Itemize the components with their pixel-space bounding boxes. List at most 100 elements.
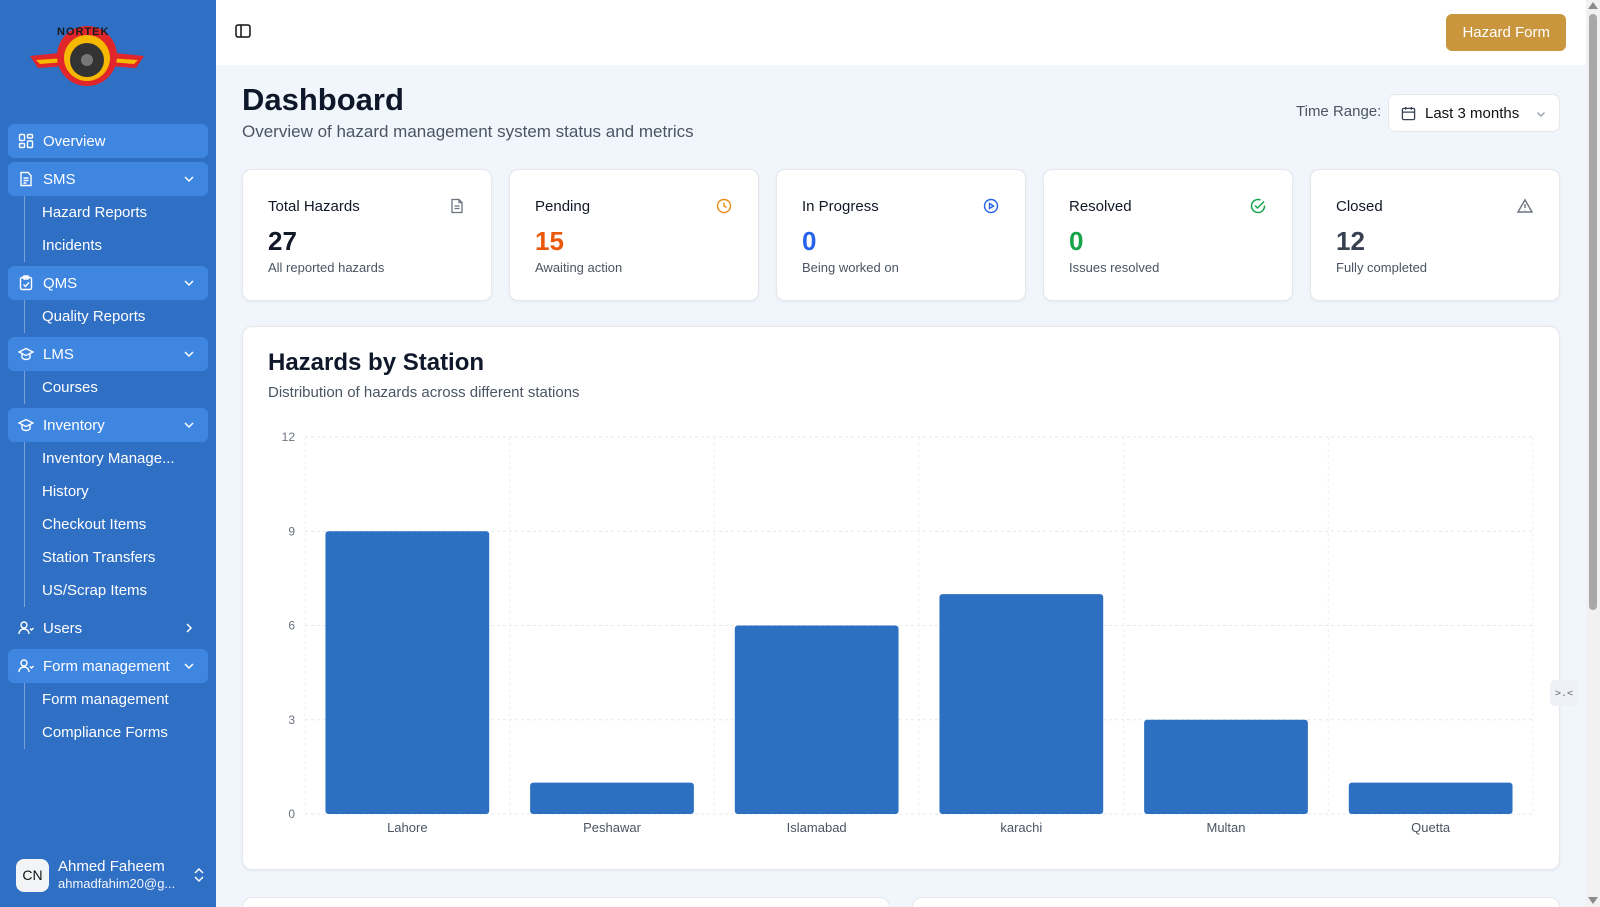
logo-text: NORTEK xyxy=(57,26,110,38)
graduation-cap-icon xyxy=(18,417,34,433)
users-icon xyxy=(18,658,34,674)
sidebar-item-hazard-reports[interactable]: Hazard Reports xyxy=(42,204,148,221)
sidebar-item-inventory[interactable]: Inventory xyxy=(8,408,208,442)
scroll-down-arrow-icon[interactable] xyxy=(1588,897,1598,904)
stat-value: 12 xyxy=(1336,226,1365,256)
chevron-down-icon xyxy=(1535,107,1547,119)
scroll-thumb[interactable] xyxy=(1589,14,1597,610)
sidebar-item-history[interactable]: History xyxy=(42,483,89,500)
bar-karachi xyxy=(939,594,1104,814)
sidebar: NORTEK Overview SMS Hazard Reports Incid… xyxy=(0,0,216,907)
bar-peshawar xyxy=(530,782,694,814)
stat-title: Resolved xyxy=(1069,198,1132,215)
sidebar-item-quality-reports[interactable]: Quality Reports xyxy=(42,308,146,325)
x-tick-label: Quetta xyxy=(1411,820,1451,835)
chevron-up-down-icon xyxy=(192,866,206,884)
users-icon xyxy=(18,620,34,636)
stat-title: Closed xyxy=(1336,198,1383,215)
sidebar-item-label: SMS xyxy=(43,170,76,188)
sidebar-item-label: QMS xyxy=(43,274,78,292)
bar-multan xyxy=(1144,719,1308,814)
user-profile-menu[interactable]: CN Ahmed Faheem ahmadfahim20@g... xyxy=(16,857,206,893)
chevron-down-icon xyxy=(182,347,196,361)
bottom-card-right xyxy=(912,897,1560,907)
play-circle-icon xyxy=(983,198,999,214)
x-tick-label: Lahore xyxy=(387,820,427,835)
stat-title: In Progress xyxy=(802,198,879,215)
sidebar-item-incidents[interactable]: Incidents xyxy=(42,237,103,254)
sidebar-item-courses[interactable]: Courses xyxy=(42,379,98,396)
hazard-form-button[interactable]: Hazard Form xyxy=(1446,14,1566,51)
sidebar-item-sms[interactable]: SMS xyxy=(8,162,208,196)
user-name: Ahmed Faheem xyxy=(58,858,165,875)
stat-card-resolved: Resolved 0 Issues resolved xyxy=(1043,169,1293,301)
graduation-cap-icon xyxy=(18,346,34,362)
chevron-down-icon xyxy=(182,172,196,186)
x-tick-label: karachi xyxy=(1000,820,1042,835)
sidebar-item-lms[interactable]: LMS xyxy=(8,337,208,371)
stat-desc: Fully completed xyxy=(1336,260,1428,275)
chart-title: Hazards by Station xyxy=(268,349,485,376)
top-bar: Hazard Form xyxy=(216,0,1586,65)
sidebar-item-label: LMS xyxy=(43,345,74,363)
sms-submenu: Hazard Reports Incidents xyxy=(24,196,208,262)
sidebar-item-us-scrap-items[interactable]: US/Scrap Items xyxy=(42,582,148,599)
sidebar-toggle-icon[interactable] xyxy=(234,22,252,40)
grid-icon xyxy=(18,133,34,149)
bar-islamabad xyxy=(734,625,899,814)
stat-card-closed: Closed 12 Fully completed xyxy=(1310,169,1560,301)
stat-desc: Issues resolved xyxy=(1069,260,1160,275)
document-icon xyxy=(18,171,34,187)
collapse-handle-icon[interactable]: >.< xyxy=(1550,680,1578,706)
stat-desc: Being worked on xyxy=(802,260,899,275)
sidebar-nav: Overview SMS Hazard Reports Incidents QM… xyxy=(8,124,208,749)
sidebar-item-users[interactable]: Users xyxy=(8,611,208,645)
sidebar-item-label: Inventory xyxy=(43,416,105,434)
y-tick-label: 3 xyxy=(288,713,295,727)
scroll-up-arrow-icon[interactable] xyxy=(1588,2,1598,9)
sidebar-item-qms[interactable]: QMS xyxy=(8,266,208,300)
sidebar-item-form-management-sub[interactable]: Form management xyxy=(42,691,169,708)
sidebar-item-label: Form management xyxy=(43,657,170,675)
stat-value: 0 xyxy=(1069,226,1084,256)
sidebar-item-station-transfers[interactable]: Station Transfers xyxy=(42,549,156,566)
stat-card-pending: Pending 15 Awaiting action xyxy=(509,169,759,301)
sidebar-item-inventory-management[interactable]: Inventory Manage... xyxy=(42,450,175,467)
sidebar-item-compliance-forms[interactable]: Compliance Forms xyxy=(42,724,168,741)
sidebar-item-overview[interactable]: Overview xyxy=(8,124,208,158)
sidebar-item-form-management[interactable]: Form management xyxy=(8,649,208,683)
chevron-down-icon xyxy=(182,276,196,290)
chevron-down-icon xyxy=(182,659,196,673)
stat-card-in-progress: In Progress 0 Being worked on xyxy=(776,169,1026,301)
avatar: CN xyxy=(16,858,49,892)
qms-submenu: Quality Reports xyxy=(24,300,208,333)
stat-title: Pending xyxy=(535,198,591,215)
bar-lahore xyxy=(325,531,490,814)
hazards-by-station-card: Hazards by Station Distribution of hazar… xyxy=(242,326,1560,870)
sidebar-item-label: Overview xyxy=(43,132,106,150)
stat-value: 0 xyxy=(802,226,817,256)
clipboard-check-icon xyxy=(18,275,34,291)
y-tick-label: 12 xyxy=(282,430,296,444)
x-tick-label: Multan xyxy=(1206,820,1245,835)
sidebar-item-label: Users xyxy=(43,619,83,637)
clock-icon xyxy=(716,198,732,214)
stat-value: 15 xyxy=(535,226,564,256)
sidebar-item-checkout-items[interactable]: Checkout Items xyxy=(42,516,147,533)
page-scrollbar[interactable] xyxy=(1586,0,1600,907)
time-range-value: Last 3 months xyxy=(1425,104,1520,122)
stat-card-total-hazards: Total Hazards 27 All reported hazards xyxy=(242,169,492,301)
time-range-select[interactable]: Last 3 months xyxy=(1388,94,1560,132)
y-tick-label: 0 xyxy=(288,807,295,821)
chart-subtitle: Distribution of hazards across different… xyxy=(268,384,580,401)
alert-triangle-icon xyxy=(1516,198,1534,214)
x-tick-label: Peshawar xyxy=(583,820,641,835)
inventory-submenu: Inventory Manage... History Checkout Ite… xyxy=(24,442,208,607)
chevron-right-icon xyxy=(182,621,196,635)
time-range-label: Time Range: xyxy=(1296,103,1382,120)
stat-title: Total Hazards xyxy=(268,198,360,215)
lms-submenu: Courses xyxy=(24,371,208,404)
bottom-card-left xyxy=(242,897,890,907)
stat-value: 27 xyxy=(268,226,297,256)
user-email: ahmadfahim20@g... xyxy=(58,876,176,891)
